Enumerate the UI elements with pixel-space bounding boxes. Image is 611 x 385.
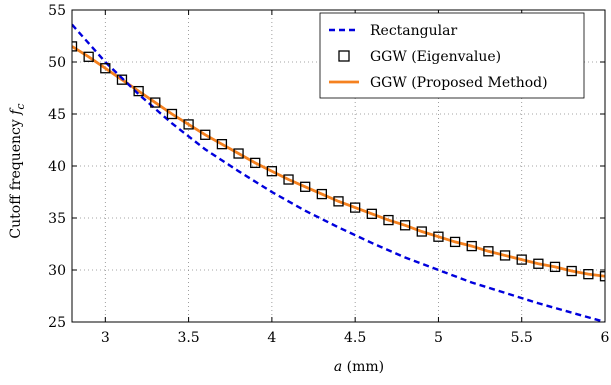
marker-ggw-eigenvalue bbox=[599, 271, 605, 282]
legend-label-rectangular: Rectangular bbox=[370, 23, 457, 39]
marker-ggw-eigenvalue bbox=[566, 265, 577, 277]
marker-ggw-eigenvalue bbox=[233, 148, 244, 159]
marker-ggw-eigenvalue bbox=[316, 188, 327, 200]
legend: Rectangular GGW (Eigenvalue) GGW (Propos… bbox=[319, 12, 585, 99]
marker-ggw-eigenvalue bbox=[72, 41, 78, 52]
x-axis-label: a (mm) bbox=[334, 359, 384, 375]
marker-ggw-eigenvalue bbox=[583, 269, 594, 280]
marker-ggw-eigenvalue bbox=[250, 157, 261, 169]
y-axis-label: Cutoff frequency fc bbox=[8, 103, 27, 238]
legend-swatch-ggw-eigenvalue bbox=[338, 50, 350, 62]
legend-label-ggw-eigenvalue: GGW (Eigenvalue) bbox=[370, 49, 501, 65]
plot-series bbox=[72, 23, 605, 322]
marker-ggw-eigenvalue bbox=[433, 231, 444, 242]
marker-ggw-eigenvalue bbox=[366, 208, 377, 219]
marker-ggw-eigenvalue bbox=[466, 240, 477, 252]
marker-ggw-eigenvalue bbox=[283, 174, 294, 185]
y-tick-label: 30 bbox=[48, 263, 66, 279]
marker-ggw-eigenvalue bbox=[300, 181, 311, 192]
x-tick-label: 4.5 bbox=[344, 330, 366, 346]
marker-ggw-eigenvalue bbox=[83, 51, 94, 62]
y-tick-label: 55 bbox=[48, 3, 66, 19]
marker-ggw-eigenvalue bbox=[133, 85, 144, 97]
marker-ggw-eigenvalue bbox=[416, 226, 427, 237]
marker-ggw-eigenvalue bbox=[549, 261, 561, 273]
y-tick-label: 25 bbox=[48, 315, 66, 331]
marker-ggw-eigenvalue bbox=[116, 74, 128, 85]
x-tick-label: 3 bbox=[101, 330, 110, 346]
marker-ggw-eigenvalue bbox=[150, 97, 161, 108]
marker-ggw-eigenvalue bbox=[216, 139, 228, 150]
marker-ggw-eigenvalue bbox=[516, 254, 527, 265]
marker-ggw-eigenvalue bbox=[183, 119, 194, 130]
marker-ggw-eigenvalue bbox=[350, 202, 361, 213]
y-tick-label: 45 bbox=[48, 107, 66, 123]
marker-ggw-eigenvalue bbox=[533, 258, 544, 269]
legend-box bbox=[319, 12, 585, 99]
marker-ggw-eigenvalue bbox=[449, 236, 461, 248]
line-ggw-proposed-method bbox=[72, 45, 605, 278]
marker-ggw-eigenvalue bbox=[100, 63, 111, 74]
marker-ggw-eigenvalue bbox=[483, 246, 494, 257]
marker-ggw-eigenvalue bbox=[166, 108, 178, 120]
series-group bbox=[72, 23, 605, 322]
x-tick-label: 3.5 bbox=[177, 330, 199, 346]
x-tick-label: 4 bbox=[267, 330, 276, 346]
legend-label-ggw-proposed: GGW (Proposed Method) bbox=[370, 75, 548, 91]
y-tick-label: 50 bbox=[48, 55, 66, 71]
x-tick-label: 5.5 bbox=[511, 330, 533, 346]
y-tick-label: 40 bbox=[48, 159, 66, 175]
y-tick-label: 35 bbox=[48, 211, 66, 227]
marker-ggw-eigenvalue bbox=[266, 166, 278, 177]
x-tick-label: 6 bbox=[601, 330, 610, 346]
line-rectangular bbox=[72, 23, 605, 322]
marker-ggw-eigenvalue bbox=[200, 129, 211, 140]
marker-ggw-eigenvalue bbox=[383, 214, 394, 226]
x-tick-label: 5 bbox=[434, 330, 443, 346]
marker-ggw-eigenvalue bbox=[499, 250, 511, 261]
axis-ticks: 3 3.5 4 4.5 5 5.5 6 25 30 35 40 45 50 55 bbox=[48, 3, 609, 346]
marker-ggw-eigenvalue bbox=[333, 196, 344, 207]
marker-ggw-eigenvalue bbox=[399, 220, 411, 231]
